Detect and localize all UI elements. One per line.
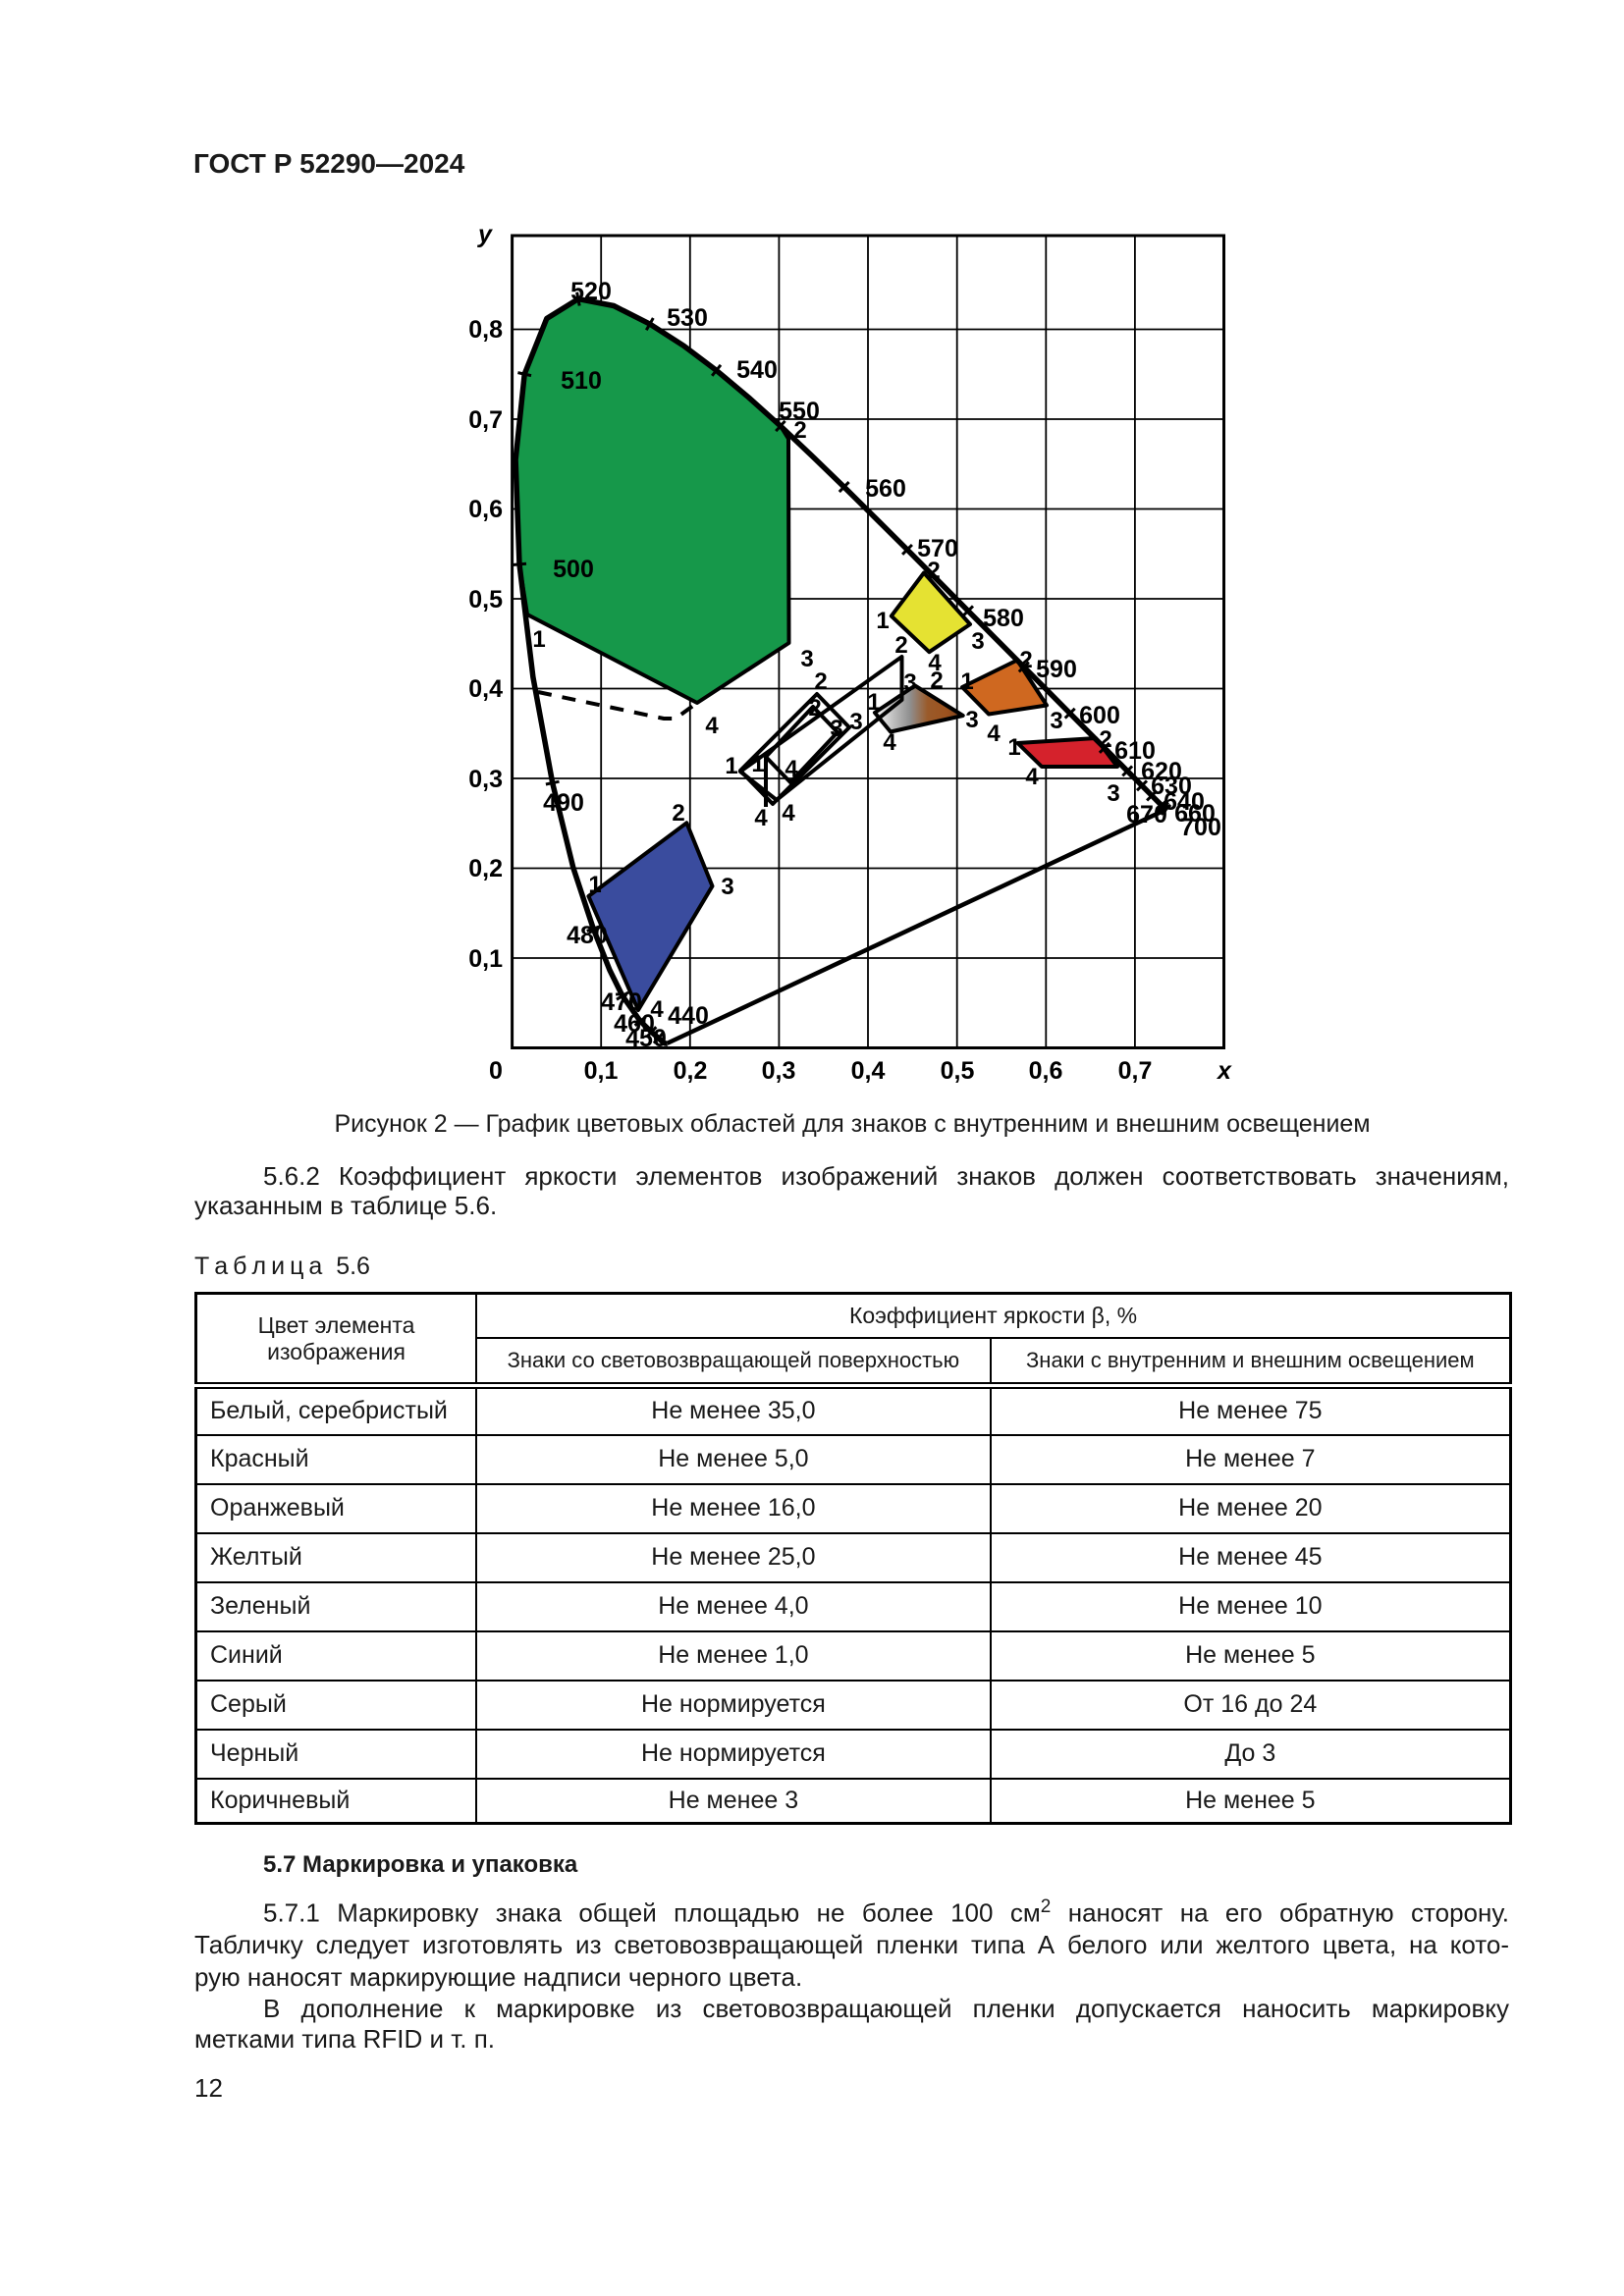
svg-text:4: 4 xyxy=(928,650,942,676)
svg-text:1: 1 xyxy=(725,753,737,779)
svg-text:2: 2 xyxy=(808,695,821,721)
svg-text:y: y xyxy=(476,221,493,248)
svg-text:0: 0 xyxy=(489,1057,503,1085)
svg-text:0,5: 0,5 xyxy=(468,586,503,614)
svg-text:4: 4 xyxy=(754,805,768,831)
svg-text:700: 700 xyxy=(1180,814,1221,841)
svg-text:540: 540 xyxy=(736,356,778,384)
svg-text:580: 580 xyxy=(983,605,1024,632)
svg-text:x: x xyxy=(1216,1057,1232,1085)
svg-text:0,8: 0,8 xyxy=(468,316,503,344)
svg-text:530: 530 xyxy=(667,304,708,332)
svg-text:550: 550 xyxy=(779,398,820,425)
svg-text:3: 3 xyxy=(971,628,984,655)
svg-text:0,2: 0,2 xyxy=(468,855,503,882)
svg-text:3: 3 xyxy=(830,716,842,742)
svg-text:4: 4 xyxy=(1025,764,1039,790)
svg-text:0,6: 0,6 xyxy=(1029,1057,1063,1085)
svg-text:0,1: 0,1 xyxy=(584,1057,619,1085)
svg-text:1: 1 xyxy=(876,608,889,634)
svg-text:3: 3 xyxy=(965,707,978,733)
svg-text:0,7: 0,7 xyxy=(1118,1057,1153,1085)
svg-text:600: 600 xyxy=(1079,702,1120,729)
svg-text:660: 660 xyxy=(1174,800,1216,828)
svg-text:450: 450 xyxy=(625,1025,667,1052)
svg-text:4: 4 xyxy=(705,713,719,739)
svg-text:570: 570 xyxy=(917,535,958,562)
svg-text:2: 2 xyxy=(927,558,940,584)
svg-text:1: 1 xyxy=(588,872,601,898)
svg-text:4: 4 xyxy=(650,996,664,1023)
svg-text:0,3: 0,3 xyxy=(762,1057,796,1085)
svg-text:640: 640 xyxy=(1164,788,1205,816)
svg-text:3: 3 xyxy=(1050,708,1062,734)
svg-text:1: 1 xyxy=(960,668,973,695)
svg-text:1: 1 xyxy=(751,751,764,777)
svg-text:1: 1 xyxy=(532,626,545,653)
svg-text:1: 1 xyxy=(1007,734,1020,761)
svg-text:590: 590 xyxy=(1036,656,1077,683)
svg-text:610: 610 xyxy=(1114,737,1156,765)
svg-text:490: 490 xyxy=(543,789,584,817)
svg-text:2: 2 xyxy=(672,800,684,827)
svg-text:0,7: 0,7 xyxy=(468,406,503,434)
svg-text:510: 510 xyxy=(561,367,602,395)
svg-text:2: 2 xyxy=(1099,726,1111,753)
svg-text:630: 630 xyxy=(1151,773,1192,800)
svg-text:560: 560 xyxy=(865,475,906,503)
svg-text:470: 470 xyxy=(601,988,642,1016)
svg-text:440: 440 xyxy=(668,1002,709,1030)
svg-text:520: 520 xyxy=(570,278,612,305)
svg-text:4: 4 xyxy=(785,756,798,782)
svg-text:620: 620 xyxy=(1141,758,1182,785)
svg-text:3: 3 xyxy=(903,669,916,696)
svg-text:460: 460 xyxy=(614,1010,655,1038)
svg-text:670: 670 xyxy=(1126,801,1167,828)
svg-text:4: 4 xyxy=(883,729,896,756)
svg-text:480: 480 xyxy=(567,922,608,949)
svg-text:1: 1 xyxy=(867,689,880,716)
svg-text:2: 2 xyxy=(793,417,806,444)
svg-text:2: 2 xyxy=(1019,647,1032,673)
svg-text:0,3: 0,3 xyxy=(468,766,503,793)
svg-text:0,5: 0,5 xyxy=(941,1057,975,1085)
svg-text:0,4: 0,4 xyxy=(468,675,503,703)
svg-text:4: 4 xyxy=(987,721,1001,747)
svg-text:2: 2 xyxy=(894,632,907,659)
svg-text:0,2: 0,2 xyxy=(674,1057,708,1085)
svg-text:0,4: 0,4 xyxy=(851,1057,886,1085)
svg-text:3: 3 xyxy=(800,646,813,672)
svg-text:3: 3 xyxy=(849,709,862,735)
svg-text:3: 3 xyxy=(721,874,733,900)
svg-text:0,1: 0,1 xyxy=(468,945,503,973)
svg-text:4: 4 xyxy=(782,800,795,827)
svg-text:2: 2 xyxy=(814,668,827,695)
svg-text:3: 3 xyxy=(1107,780,1119,807)
svg-text:0,6: 0,6 xyxy=(468,496,503,523)
svg-text:2: 2 xyxy=(930,667,943,694)
svg-text:500: 500 xyxy=(553,556,594,583)
